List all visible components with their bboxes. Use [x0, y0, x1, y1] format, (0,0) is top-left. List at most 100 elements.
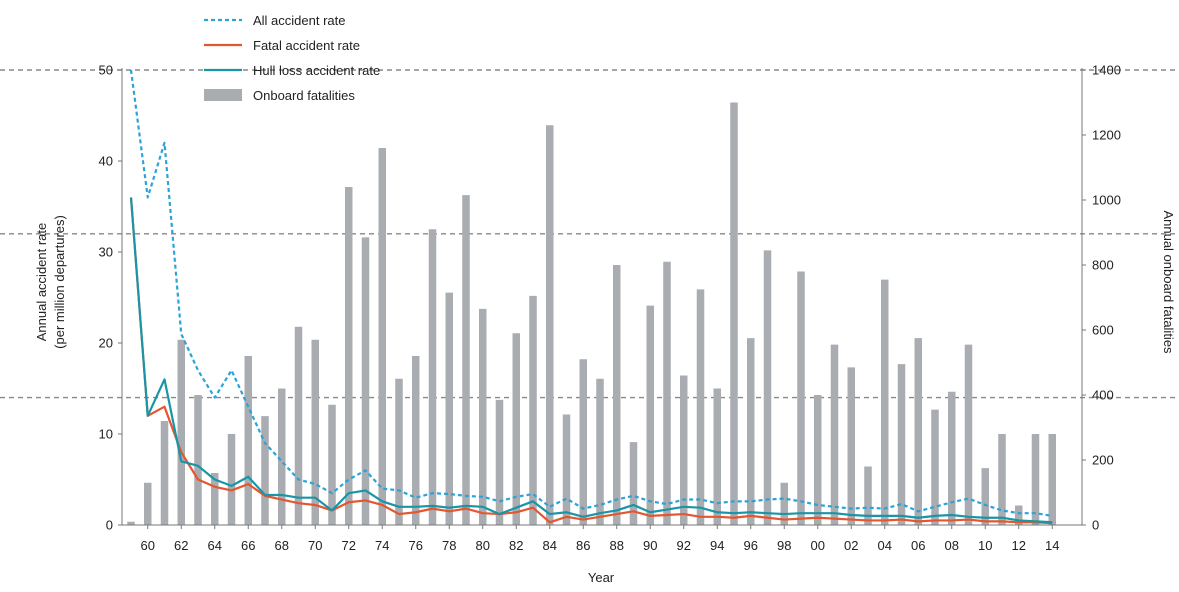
left-tick-label-40: 40: [99, 154, 113, 169]
fatalities-bar-1990: [646, 305, 654, 525]
left-axis-title-line2: (per million departures): [52, 215, 67, 349]
legend-swatch-onboard-fatalities: [204, 89, 242, 101]
fatalities-bar-1983: [529, 295, 537, 525]
fatalities-bar-2013: [1031, 434, 1040, 525]
right-tick-label-1200: 1200: [1092, 128, 1121, 143]
fatalities-bar-1997: [763, 250, 772, 525]
fatalities-bar-1970: [311, 339, 319, 525]
x-tick-label-86: 86: [576, 538, 590, 553]
fatalities-bar-1978: [445, 292, 453, 525]
x-tick-label-12: 12: [1012, 538, 1026, 553]
hull-loss-accident-rate-line: [129, 197, 1053, 524]
fatalities-bar-2002: [847, 367, 855, 525]
fatalities-bar-1967: [261, 416, 269, 525]
fatalities-bar-1961: [160, 421, 169, 525]
fatalities-bar-1962: [177, 339, 185, 525]
fatalities-bar-2004: [881, 279, 889, 525]
x-tick-label-08: 08: [945, 538, 959, 553]
fatalities-bar-2009: [964, 344, 973, 525]
fatalities-bar-2007: [931, 409, 939, 525]
fatalities-bar-2006: [914, 338, 922, 525]
fatalities-bar-1992: [680, 375, 688, 525]
legend-label-hull-loss-accident-rate: Hull loss accident rate: [253, 63, 380, 78]
fatalities-bar-1984: [546, 125, 554, 525]
left-axis-title-line1: Annual accident rate: [34, 223, 49, 342]
fatalities-bar-1991: [663, 261, 671, 525]
x-tick-label-92: 92: [677, 538, 691, 553]
fatalities-bar-1993: [696, 289, 705, 525]
fatalities-bar-1982: [512, 333, 520, 525]
x-tick-label-84: 84: [543, 538, 557, 553]
x-tick-label-64: 64: [208, 538, 222, 553]
x-tick-label-78: 78: [442, 538, 456, 553]
fatalities-bar-1995: [730, 102, 738, 525]
x-tick-label-14: 14: [1045, 538, 1059, 553]
fatalities-bar-1969: [294, 326, 303, 525]
fatalities-bar-1998: [780, 482, 788, 525]
right-tick-label-400: 400: [1092, 388, 1114, 403]
fatalities-bar-1972: [345, 187, 353, 525]
fatalities-bar-1959: [127, 521, 135, 525]
x-tick-label-74: 74: [375, 538, 389, 553]
fatalities-bar-1968: [278, 388, 286, 525]
fatalities-bar-1964: [211, 473, 219, 525]
legend-label-all-accident-rate: All accident rate: [253, 13, 346, 28]
fatal-accident-rate-line: [129, 197, 1053, 525]
right-axis-title: Annual onboard fatalities: [1161, 210, 1176, 354]
right-tick-label-1000: 1000: [1092, 193, 1121, 208]
fatalities-bar-1965: [227, 434, 236, 525]
x-tick-label-76: 76: [409, 538, 423, 553]
fatalities-bar-1996: [747, 338, 755, 525]
fatalities-bar-1971: [328, 404, 336, 525]
fatalities-bar-1986: [579, 359, 587, 525]
x-tick-label-60: 60: [141, 538, 155, 553]
fatalities-bar-2001: [830, 344, 839, 525]
fatalities-bar-1977: [428, 229, 437, 525]
left-tick-label-20: 20: [99, 336, 113, 351]
all-accident-rate-line: [129, 69, 1053, 517]
fatalities-bar-2010: [981, 468, 989, 525]
legend-label-fatal-accident-rate: Fatal accident rate: [253, 38, 360, 53]
fatalities-bar-1960: [144, 482, 152, 525]
fatalities-bar-1987: [596, 378, 604, 525]
right-tick-label-0: 0: [1092, 518, 1099, 533]
x-tick-label-98: 98: [777, 538, 791, 553]
x-tick-label-70: 70: [308, 538, 322, 553]
x-tick-label-06: 06: [911, 538, 925, 553]
fatalities-bar-1980: [479, 308, 487, 525]
fatalities-bar-1981: [495, 399, 504, 525]
left-tick-label-0: 0: [106, 518, 113, 533]
fatalities-bar-2005: [897, 364, 906, 525]
fatalities-bar-2000: [814, 395, 822, 525]
fatalities-bar-1974: [378, 148, 386, 525]
fatalities-bar-1963: [194, 395, 202, 525]
x-tick-label-68: 68: [275, 538, 289, 553]
right-tick-label-600: 600: [1092, 323, 1114, 338]
fatalities-bar-1985: [562, 414, 571, 525]
x-tick-label-62: 62: [174, 538, 188, 553]
x-tick-label-10: 10: [978, 538, 992, 553]
x-tick-label-72: 72: [342, 538, 356, 553]
fatalities-bar-2011: [998, 434, 1006, 525]
fatalities-bar-2003: [864, 466, 872, 525]
fatalities-bar-1973: [361, 237, 370, 525]
right-tick-label-200: 200: [1092, 453, 1114, 468]
fatalities-bar-1999: [797, 271, 805, 525]
fatalities-bar-2012: [1015, 505, 1023, 525]
right-tick-label-800: 800: [1092, 258, 1114, 273]
x-tick-label-90: 90: [643, 538, 657, 553]
x-tick-label-88: 88: [610, 538, 624, 553]
x-axis-title: Year: [588, 570, 615, 585]
fatalities-bar-1975: [395, 378, 403, 525]
fatalities-bar-1989: [629, 442, 638, 525]
fatalities-bar-1979: [462, 195, 470, 525]
x-tick-label-96: 96: [744, 538, 758, 553]
left-tick-label-50: 50: [99, 63, 113, 78]
left-tick-label-10: 10: [99, 427, 113, 442]
fatalities-bar-2014: [1048, 434, 1056, 525]
x-tick-label-02: 02: [844, 538, 858, 553]
fatalities-bar-1994: [713, 388, 721, 525]
x-tick-label-66: 66: [241, 538, 255, 553]
